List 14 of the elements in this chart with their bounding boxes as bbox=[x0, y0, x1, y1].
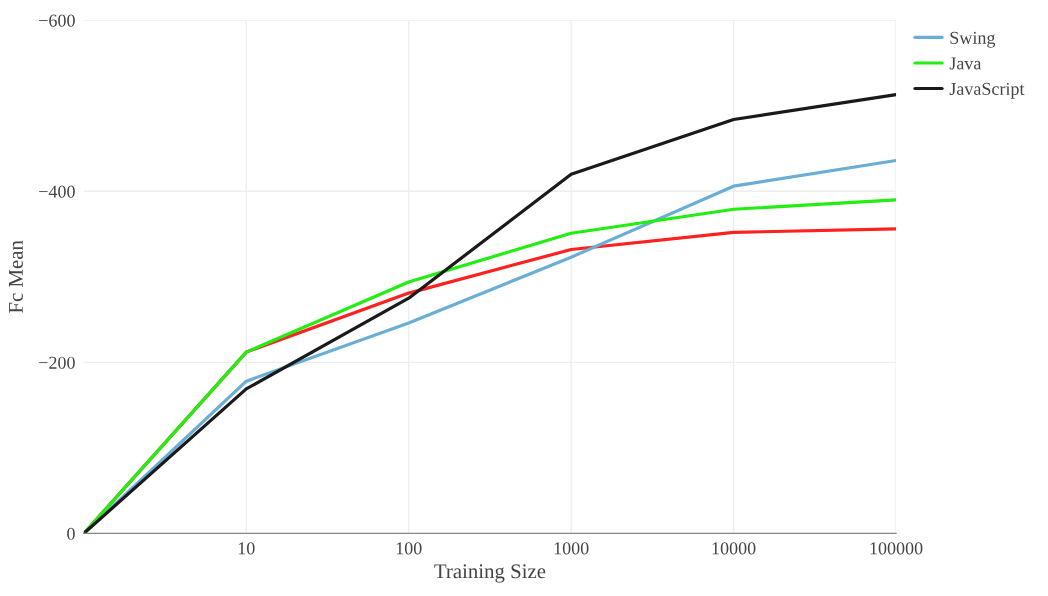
legend-label: Swing bbox=[950, 31, 996, 48]
y-tick-label: −600 bbox=[39, 14, 75, 27]
x-tick-label: 100000 bbox=[870, 542, 923, 555]
y-tick-label: 0 bbox=[67, 527, 75, 540]
x-tick-label: 10000 bbox=[712, 542, 756, 555]
y-axis-title: Fc Mean bbox=[9, 240, 23, 313]
legend-label: Java bbox=[949, 57, 982, 70]
x-axis-title: Training Size bbox=[434, 564, 546, 583]
x-tick-label: 1000 bbox=[554, 542, 589, 555]
x-tick-label: 10 bbox=[238, 542, 255, 555]
y-tick-label: −200 bbox=[39, 356, 75, 369]
legend-label: JavaScript bbox=[949, 82, 1025, 99]
y-tick-label: −400 bbox=[39, 185, 75, 198]
x-tick-label: 100 bbox=[396, 542, 422, 555]
